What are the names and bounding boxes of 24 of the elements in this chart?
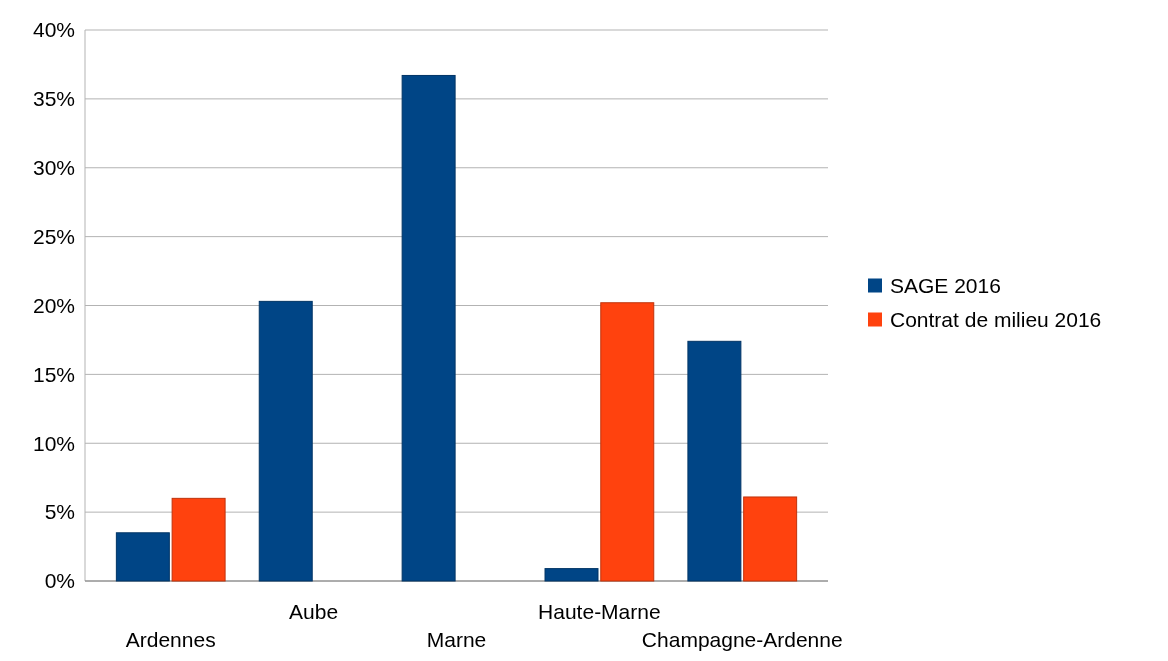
x-tick-label: Marne: [426, 628, 487, 651]
y-tick-label: 0%: [44, 569, 75, 593]
bar: [171, 497, 226, 582]
x-tick-label: Haute-Marne: [538, 600, 661, 623]
bar: [258, 300, 313, 582]
y-tick-label: 30%: [32, 156, 75, 180]
y-tick-label: 40%: [32, 18, 75, 42]
bar: [401, 74, 456, 582]
bar: [687, 340, 742, 582]
y-tick-label: 25%: [32, 224, 75, 248]
bar: [544, 568, 599, 582]
x-tick-label: Ardennes: [125, 628, 216, 651]
bar: [743, 496, 798, 582]
y-tick-label: 15%: [32, 362, 75, 386]
legend-label: Contrat de milieu 2016: [890, 307, 1102, 331]
y-tick-label: 35%: [32, 87, 75, 111]
y-tick-label: 10%: [32, 431, 75, 455]
legend-label: SAGE 2016: [890, 273, 1001, 297]
y-tick-label: 20%: [32, 293, 75, 317]
bar: [600, 302, 655, 582]
x-tick-label: Champagne-Ardenne: [641, 628, 843, 651]
bar: [115, 532, 170, 582]
x-tick-label: Aube: [289, 600, 339, 623]
y-tick-label: 5%: [44, 500, 75, 524]
